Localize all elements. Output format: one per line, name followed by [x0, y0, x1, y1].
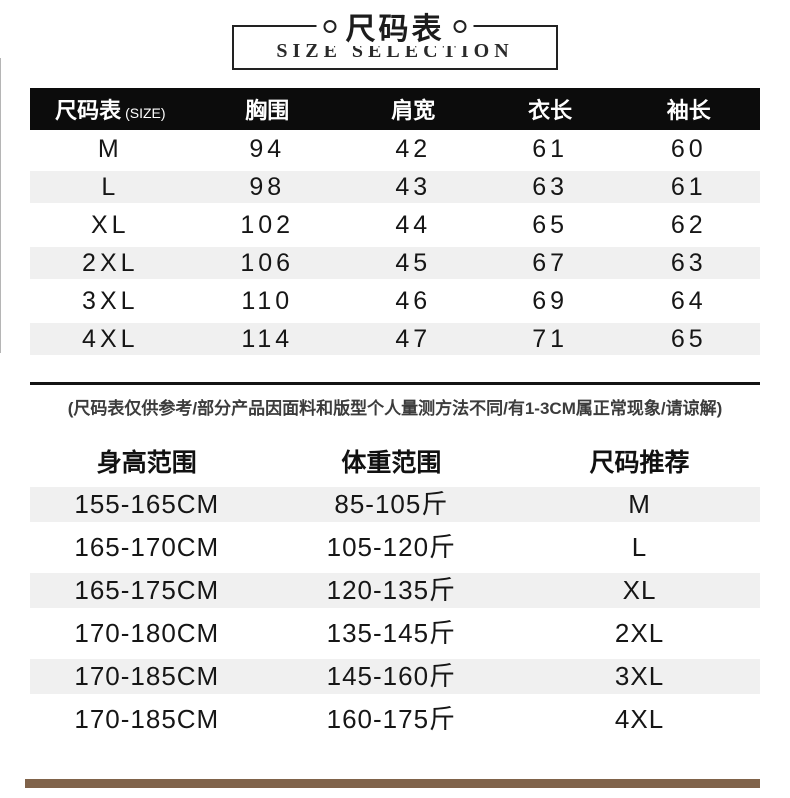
cell-height: 170-185CM	[74, 661, 220, 691]
cell-weight: 145-160斤	[326, 661, 457, 691]
title-box: 尺码表 SIZE SELECTION	[232, 6, 558, 70]
table-row: 165-175CM 120-135斤 XL	[30, 569, 760, 612]
table-row: 170-185CM 160-175斤 4XL	[30, 698, 760, 741]
cell-sleeve: 64	[670, 287, 707, 315]
table-row: 170-185CM 145-160斤 3XL	[30, 655, 760, 698]
recommend-table: 身高范围 体重范围 尺码推荐 155-165CM 85-105斤 M 165-1…	[30, 439, 760, 741]
cell-sleeve: 65	[670, 325, 707, 353]
cell-length: 61	[532, 135, 568, 163]
cell-size: L	[631, 532, 648, 562]
cell-size: 2XL	[82, 249, 139, 277]
circle-ornament-icon	[323, 19, 337, 33]
cell-weight: 135-145斤	[326, 618, 457, 648]
table-row: M 94 42 61 60	[30, 130, 760, 168]
cell-height: 155-165CM	[74, 489, 220, 519]
cell-size: M	[628, 489, 651, 519]
header-size-label: 尺码表 (SIZE)	[30, 93, 191, 125]
cell-shoulder: 42	[395, 135, 432, 163]
header-shoulder: 肩宽	[391, 98, 436, 123]
table-row: 170-180CM 135-145斤 2XL	[30, 612, 760, 655]
cell-shoulder: 43	[395, 173, 432, 201]
table-row: 155-165CM 85-105斤 M	[30, 483, 760, 526]
table-row: L 98 43 63 61	[30, 168, 760, 206]
cell-size: L	[101, 173, 120, 201]
header-chest: 胸围	[245, 98, 290, 123]
cell-length: 69	[532, 287, 568, 315]
header-size-main: 尺码表	[55, 98, 122, 123]
table-row: 4XL 114 47 71 65	[30, 320, 760, 358]
cell-weight: 85-105斤	[334, 489, 449, 519]
cell-chest: 114	[241, 325, 294, 353]
cell-sleeve: 61	[670, 173, 707, 201]
table-row: 3XL 110 46 69 64	[30, 282, 760, 320]
table-row: 165-170CM 105-120斤 L	[30, 526, 760, 569]
cell-shoulder: 46	[395, 287, 432, 315]
table-row: XL 102 44 65 62	[30, 206, 760, 244]
cell-size: 3XL	[82, 287, 139, 315]
cell-weight: 120-135斤	[326, 575, 457, 605]
cell-weight: 160-175斤	[326, 704, 457, 734]
page-title: 尺码表	[345, 13, 445, 46]
bottom-bar	[25, 779, 760, 788]
size-table-header: 尺码表 (SIZE) 胸围 肩宽 衣长 袖长	[30, 88, 760, 130]
header-sleeve: 袖长	[666, 98, 711, 123]
cell-size: 4XL	[82, 325, 139, 353]
disclaimer-note: (尺码表仅供参考/部分产品因面料和版型个人量测方法不同/有1-3CM属正常现象/…	[67, 399, 723, 418]
cell-sleeve: 63	[670, 249, 707, 277]
left-edge-line	[0, 58, 1, 353]
cell-chest: 94	[249, 135, 286, 163]
table-row: 2XL 106 45 67 63	[30, 244, 760, 282]
circle-ornament-icon	[453, 19, 467, 33]
cell-height: 170-180CM	[74, 618, 220, 648]
cell-height: 165-170CM	[74, 532, 220, 562]
cell-size: XL	[91, 211, 130, 239]
cell-shoulder: 44	[395, 211, 432, 239]
cell-sleeve: 62	[670, 211, 707, 239]
cell-weight: 105-120斤	[326, 532, 457, 562]
cell-shoulder: 47	[395, 325, 432, 353]
divider-line	[30, 382, 760, 385]
cell-chest: 106	[240, 249, 295, 277]
cell-length: 67	[532, 249, 568, 277]
cell-sleeve: 60	[670, 135, 707, 163]
cell-chest: 102	[240, 211, 295, 239]
recommend-table-header: 身高范围 体重范围 尺码推荐	[30, 439, 760, 483]
header-size-suffix: (SIZE)	[125, 105, 166, 121]
cell-chest: 110	[241, 287, 294, 315]
cell-size: XL	[622, 575, 657, 605]
header-height-range: 身高范围	[96, 449, 197, 477]
header-size-recommend: 尺码推荐	[589, 449, 690, 477]
cell-size: 4XL	[614, 704, 665, 734]
cell-chest: 98	[249, 173, 286, 201]
header-length: 衣长	[528, 98, 573, 123]
cell-shoulder: 45	[395, 249, 432, 277]
title-row: 尺码表	[316, 6, 474, 46]
cell-length: 63	[532, 173, 568, 201]
cell-size: 3XL	[614, 661, 665, 691]
cell-length: 65	[532, 211, 568, 239]
header-weight-range: 体重范围	[341, 449, 442, 477]
cell-size: 2XL	[614, 618, 665, 648]
page-subtitle: SIZE SELECTION	[276, 40, 514, 62]
cell-size: M	[97, 135, 123, 163]
cell-length: 71	[532, 325, 568, 353]
size-table: 尺码表 (SIZE) 胸围 肩宽 衣长 袖长 M 94 42 61 60 L 98…	[30, 88, 760, 358]
cell-height: 165-175CM	[74, 575, 220, 605]
cell-height: 170-185CM	[74, 704, 220, 734]
